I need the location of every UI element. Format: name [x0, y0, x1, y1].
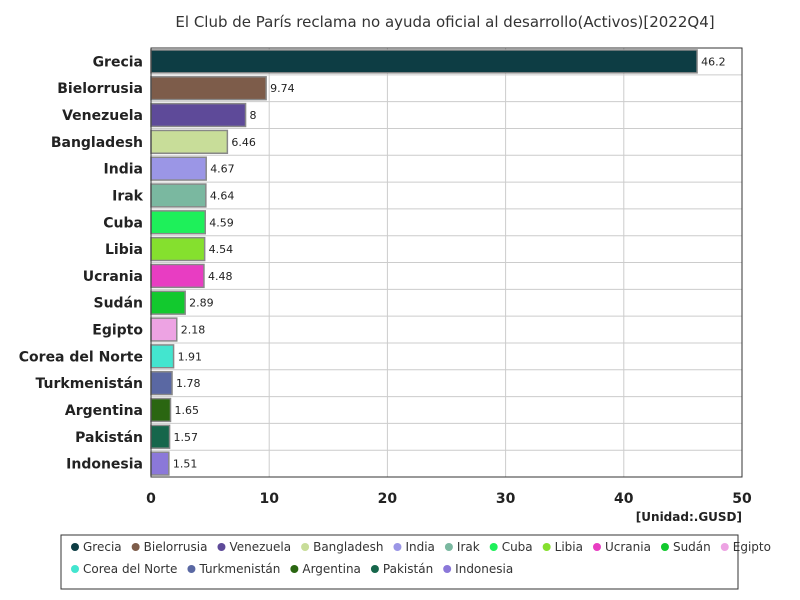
legend-entry: Bielorrusia [144, 540, 208, 554]
legend-marker [720, 543, 729, 551]
bar [150, 263, 205, 289]
legend-entry: Turkmenistán [198, 562, 280, 576]
category-label: Venezuela [62, 108, 143, 124]
legend-entry: Grecia [83, 540, 122, 554]
value-label: 1.51 [173, 458, 198, 471]
category-label: Ucrania [83, 269, 143, 285]
legend-entry: Indonesia [455, 562, 513, 576]
bar [150, 210, 207, 235]
bar [150, 317, 178, 342]
x-tick-label: 0 [146, 491, 156, 507]
bar [150, 424, 171, 449]
bar [150, 236, 206, 262]
category-label: Sudán [94, 296, 144, 312]
bar [150, 49, 698, 74]
bar [150, 344, 175, 369]
bars: 46.2 9.74 8 6.46 4.67 4.64 4.59 4.54 4.48 2.89 2.1… [150, 49, 726, 476]
value-label: 46.2 [701, 55, 726, 68]
category-label: Pakistán [75, 430, 143, 446]
category-label: Grecia [93, 54, 143, 70]
bar [150, 156, 207, 181]
legend-entry: Libia [555, 540, 583, 554]
value-label: 4.59 [209, 216, 234, 229]
category-label: India [104, 162, 143, 178]
legend-marker [187, 565, 196, 573]
category-label: Indonesia [66, 457, 143, 473]
category-label: Turkmenistán [36, 376, 143, 392]
bar [150, 76, 267, 101]
x-tick-label: 40 [614, 491, 634, 507]
bar [150, 102, 247, 128]
value-label: 4.67 [210, 163, 235, 176]
x-tick-label: 20 [378, 491, 398, 507]
bar [150, 129, 229, 154]
chart-title: El Club de París reclama no ayuda oficia… [175, 13, 714, 31]
legend-marker [393, 543, 402, 551]
bar [150, 397, 172, 423]
category-label: Bangladesh [51, 135, 143, 151]
x-tick-label: 50 [732, 491, 752, 507]
legend-marker [489, 543, 498, 551]
value-label: 2.18 [181, 324, 206, 337]
legend-entry: Venezuela [229, 540, 291, 554]
legend-marker [542, 543, 551, 551]
value-label: 1.78 [176, 377, 201, 390]
unit-label: [Unidad:.GUSD] [636, 510, 742, 524]
legend-entry: Argentina [302, 562, 361, 576]
legend-marker [217, 543, 226, 551]
value-label: 4.54 [209, 243, 234, 256]
legend: Grecia Bielorrusia Venezuela Bangladesh Indi… [60, 534, 771, 590]
value-label: 6.46 [231, 136, 256, 149]
x-tick-label: 30 [496, 491, 516, 507]
legend-marker [370, 565, 379, 573]
legend-marker [131, 543, 140, 551]
legend-entry: Sudán [673, 540, 711, 554]
legend-marker [592, 543, 601, 551]
value-label: 1.57 [174, 431, 199, 444]
bar [150, 371, 173, 396]
value-label: 1.91 [178, 350, 203, 363]
plot-area [150, 47, 743, 478]
category-label: Irak [112, 188, 144, 204]
bar [150, 183, 207, 208]
category-label: Egipto [92, 323, 143, 339]
category-label: Libia [105, 242, 143, 258]
legend-entry: Bangladesh [313, 540, 383, 554]
value-label: 4.64 [210, 189, 235, 202]
legend-marker [290, 565, 299, 573]
category-label: Argentina [65, 403, 143, 419]
category-label: Corea del Norte [19, 349, 143, 365]
value-label: 4.48 [208, 270, 233, 283]
value-label: 2.89 [189, 297, 214, 310]
category-label: Cuba [103, 215, 143, 231]
legend-marker [301, 543, 310, 551]
legend-entry: Cuba [502, 540, 533, 554]
bar [150, 451, 170, 476]
legend-entry: India [405, 540, 434, 554]
x-tick-label: 10 [259, 491, 279, 507]
value-label: 8 [250, 109, 257, 122]
legend-marker [443, 565, 452, 573]
bar [150, 290, 186, 315]
grid-lines [151, 48, 742, 477]
legend-marker [660, 543, 669, 551]
category-label: Bielorrusia [57, 81, 143, 97]
value-label: 9.74 [270, 82, 295, 95]
legend-entry: Pakistán [383, 562, 433, 576]
x-axis-ticks: 0 10 20 30 40 50 [146, 491, 752, 507]
legend-entry: Irak [457, 540, 480, 554]
legend-entry: Ucrania [605, 540, 651, 554]
value-label: 1.65 [175, 404, 200, 417]
legend-marker [71, 565, 79, 573]
legend-marker [71, 543, 79, 551]
legend-marker [444, 543, 453, 551]
legend-entry: Corea del Norte [83, 562, 177, 576]
category-labels: Grecia Bielorrusia Venezuela Bangladesh Indi… [19, 54, 144, 472]
legend-entry: Egipto [733, 540, 771, 554]
